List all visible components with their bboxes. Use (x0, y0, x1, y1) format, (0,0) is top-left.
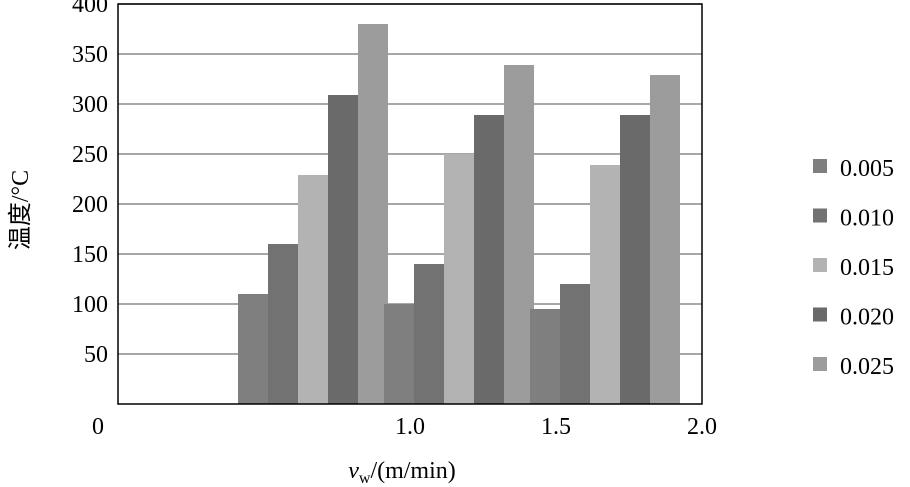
legend-label: 0.025 (840, 354, 894, 380)
bar (238, 294, 268, 404)
bar (444, 154, 474, 404)
bars (238, 24, 680, 404)
x-axis-label: vw/(m/min) (348, 458, 456, 487)
y-tick-label: 400 (72, 0, 108, 18)
bar (560, 284, 590, 404)
bar (504, 65, 534, 404)
legend-label: 0.015 (840, 255, 894, 281)
y-tick-label: 250 (72, 142, 108, 168)
legend-label: 0.005 (840, 156, 894, 182)
legend-swatch (813, 208, 827, 223)
x-axis-label-var: v (348, 458, 359, 484)
gridlines (118, 3, 702, 355)
x-tick-label: 1.0 (395, 414, 425, 440)
legend: 0.005 0.010 0.015 0.020 0.025 (813, 156, 894, 380)
y-tick-label: 200 (72, 192, 108, 218)
y-axis-ticks: 50 100 150 200 250 300 350 400 (72, 0, 108, 368)
x-tick-label: 0 (92, 414, 104, 440)
bar (620, 115, 650, 404)
bar (474, 115, 504, 404)
x-axis-label-unit: /(m/min) (370, 458, 455, 484)
y-tick-label: 50 (84, 342, 108, 368)
y-axis-label: 温度/°C (7, 170, 34, 250)
bar (530, 309, 560, 404)
bar (384, 304, 414, 404)
legend-label: 0.010 (840, 206, 894, 232)
y-tick-label: 300 (72, 92, 108, 118)
y-tick-label: 350 (72, 42, 108, 68)
x-axis-label-sub: w (359, 470, 371, 487)
bar (590, 165, 620, 404)
bar (358, 24, 388, 404)
bar (328, 95, 358, 404)
bar (268, 244, 298, 404)
x-tick-label: 1.5 (541, 414, 571, 440)
plot-frame (117, 3, 703, 405)
legend-swatch (813, 307, 827, 322)
y-tick-label: 100 (72, 292, 108, 318)
legend-swatch (813, 357, 827, 371)
y-tick-label: 150 (72, 242, 108, 268)
bar (650, 75, 680, 404)
bar (298, 175, 328, 404)
bar (414, 264, 444, 404)
legend-label: 0.020 (840, 305, 894, 331)
x-axis-ticks: 0 1.0 1.5 2.0 (92, 414, 717, 440)
legend-swatch (813, 258, 827, 272)
x-tick-label: 2.0 (687, 414, 717, 440)
legend-swatch (813, 159, 827, 173)
